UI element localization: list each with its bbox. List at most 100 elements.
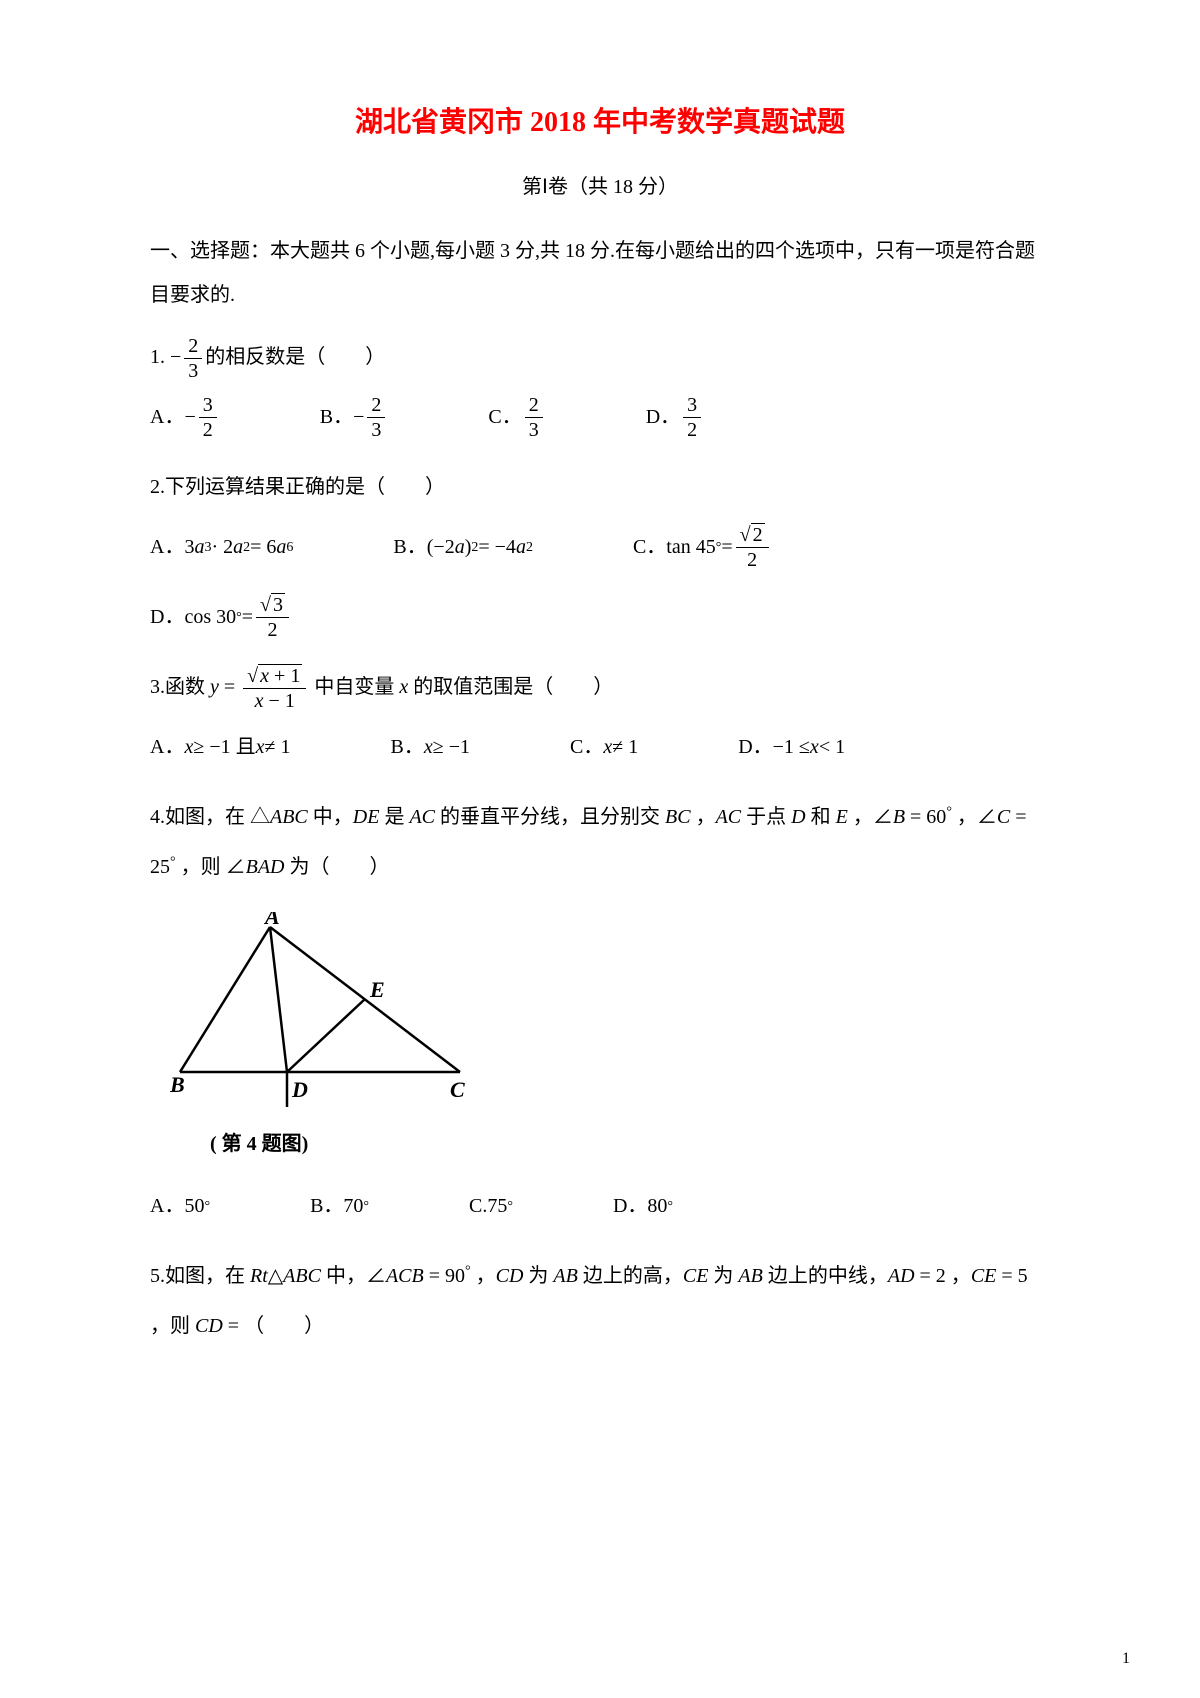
q2-c-sqrt: 2: [751, 523, 765, 546]
q1-d-frac: 3 2: [683, 395, 701, 440]
q4-options: A． 50° B． 70° C. 75° D． 80°: [150, 1181, 1050, 1231]
q2-d-frac: √3 2: [256, 595, 289, 640]
q2-a-e2: 2: [243, 530, 250, 565]
question-2: 2.下列运算结果正确的是（ ）: [150, 462, 1050, 512]
q2-a-t1: 3: [184, 522, 194, 572]
q5-abc: ABC: [283, 1265, 321, 1287]
q4-eq60: = 60: [905, 806, 946, 828]
q1-c-label: C．: [488, 392, 521, 442]
q3-b-ge: ≥ −1: [433, 722, 470, 772]
q3-num: √x + 1: [243, 666, 306, 689]
q2-d-eq: =: [242, 592, 253, 642]
line-de: [287, 999, 365, 1072]
q5-ce: CE: [683, 1265, 709, 1287]
q5-mid3: 边上的高，: [578, 1265, 683, 1287]
q3-option-c: C． x ≠ 1: [570, 722, 638, 772]
q1-options: A． − 3 2 B． − 2 3 C． 2 3 D． 3 2: [150, 392, 1050, 442]
line-ba: [180, 927, 270, 1072]
q4-angle-b-pre: ∠: [873, 806, 893, 828]
q3-option-a: A． x ≥ −1 且 x ≠ 1: [150, 722, 290, 772]
q2-d-den: 2: [264, 618, 282, 640]
q2-options-row2: D． cos 30° = √3 2: [150, 592, 1050, 642]
triangle-diagram: A B C D E: [170, 912, 480, 1112]
q4-mid5: ，则 ∠: [176, 856, 246, 878]
q2-option-c: C． tan 45° = √2 2: [633, 522, 772, 572]
q5-mid5: 边上的中线，: [763, 1265, 888, 1287]
q3-num-plus: + 1: [269, 665, 300, 687]
q4-option-b: B． 70°: [310, 1181, 369, 1231]
q3-d-lt: < 1: [819, 722, 845, 772]
q4-comma3: ，∠: [952, 806, 997, 828]
label-c: C: [450, 1077, 465, 1102]
q5-mid4: 为: [708, 1265, 738, 1287]
q3-a-x2: x: [256, 722, 265, 772]
q2-b-exp: 2: [471, 530, 478, 565]
q1-d-num: 3: [683, 395, 701, 418]
q3-post: 中自变量: [314, 676, 399, 698]
q2-a-dot: · 2: [211, 522, 233, 572]
q3-option-d: D． −1 ≤ x < 1: [738, 722, 845, 772]
q4-d-val: 80: [647, 1181, 667, 1231]
q1-a-label: A．: [150, 392, 184, 442]
page-number: 1: [1122, 1650, 1130, 1668]
q2-a-eq: = 6: [250, 522, 276, 572]
q3-frac: √x + 1 x − 1: [243, 666, 306, 711]
q1-option-c: C． 2 3: [488, 392, 545, 442]
q3-b-label: B．: [390, 722, 423, 772]
q4-de: DE: [353, 806, 380, 828]
q1-b-den: 3: [367, 418, 385, 440]
q2-options-row1: A． 3a3 · 2a2 = 6a6 B． (−2a)2 = −4a2 C． t…: [150, 522, 1050, 572]
label-a: A: [263, 912, 280, 929]
q3-den: x − 1: [251, 689, 299, 711]
q4-d: D: [791, 806, 805, 828]
q4-abc: ABC: [270, 806, 308, 828]
label-e: E: [369, 977, 385, 1002]
q4-d-deg: °: [667, 1189, 673, 1224]
q2-a-e3: 6: [286, 530, 293, 565]
q4-e: E: [836, 806, 848, 828]
q2-a-label: A．: [150, 522, 184, 572]
q4-c-deg: °: [507, 1189, 513, 1224]
q1-option-d: D． 3 2: [646, 392, 704, 442]
label-d: D: [291, 1077, 308, 1102]
q2-option-b: B． (−2a)2 = −4a2: [393, 522, 533, 572]
q3-den-var: x: [255, 690, 264, 712]
q4-figure-caption: ( 第 4 题图): [210, 1127, 1050, 1156]
q1-a-den: 2: [199, 418, 217, 440]
q2-b-rpar: ): [465, 522, 472, 572]
q5-cd2: CD: [195, 1315, 223, 1337]
q1-d-label: D．: [646, 392, 680, 442]
q3-x: x: [399, 676, 408, 698]
q5-ab: AB: [553, 1265, 577, 1287]
question-3: 3.函数 y = √x + 1 x − 1 中自变量 x 的取值范围是（ ）: [150, 662, 1050, 712]
q4-b-deg: °: [363, 1189, 369, 1224]
q3-num-var: x: [260, 665, 269, 687]
q2-c-frac: √2 2: [736, 525, 769, 570]
q2-a-e1: 3: [204, 530, 211, 565]
q2-d-text: cos 30: [184, 592, 236, 642]
q1-c-den: 3: [525, 418, 543, 440]
q2-c-num: √2: [736, 525, 769, 548]
q1-a-frac: 3 2: [199, 395, 217, 440]
label-b: B: [170, 1072, 185, 1097]
q3-eq: =: [219, 676, 240, 698]
q2-a-v1: a: [194, 522, 204, 572]
q3-pre: 3.函数: [150, 676, 210, 698]
q1-fraction: 2 3: [184, 336, 202, 381]
q5-eq90: = 90: [424, 1265, 465, 1287]
q5-ad: AD: [888, 1265, 915, 1287]
q2-option-a: A． 3a3 · 2a2 = 6a6: [150, 522, 293, 572]
q4-bad: BAD: [246, 856, 285, 878]
q4-a-deg: °: [204, 1189, 210, 1224]
q4-c-val: 75: [487, 1181, 507, 1231]
q4-end: 为（ ）: [285, 856, 390, 878]
q1-d-den: 2: [683, 418, 701, 440]
q4-bc: BC: [665, 806, 691, 828]
q5-acb: ACB: [386, 1265, 424, 1287]
q1-a-num: 3: [199, 395, 217, 418]
q4-mid3: 的垂直平分线，且分别交: [435, 806, 665, 828]
q5-rt: Rt: [250, 1265, 268, 1287]
q2-c-text: tan 45: [666, 522, 715, 572]
q4-option-c: C. 75°: [469, 1181, 513, 1231]
q4-and: 和: [806, 806, 836, 828]
